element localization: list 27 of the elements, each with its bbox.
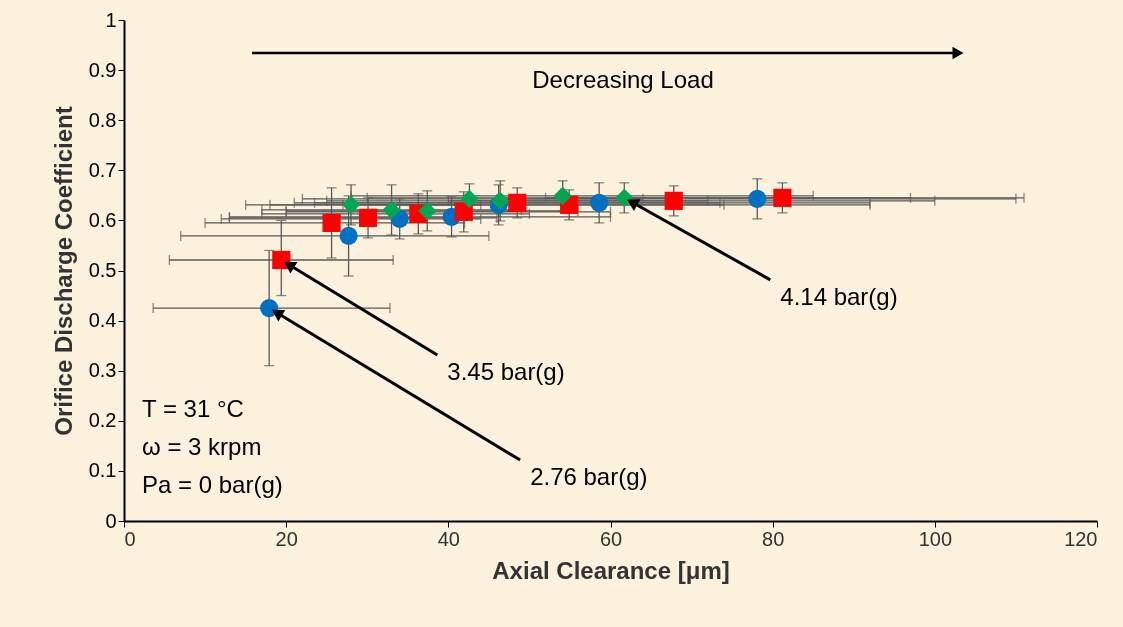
y-axis-title: Orifice Discharge Coefficient (49, 106, 77, 436)
x-tick-label: 20 (275, 527, 298, 550)
annotation: 4.14 bar(g) (780, 282, 898, 310)
x-tick-label: 100 (918, 527, 953, 550)
y-tick-label: 0.6 (88, 208, 117, 231)
y-tick-label: 0.3 (88, 359, 117, 382)
y-tick-label: 0.2 (88, 409, 117, 432)
x-tick-label: 120 (1064, 527, 1098, 550)
y-tick-label: 0.7 (88, 158, 117, 181)
annotation: Pa = 0 bar(g) (142, 471, 283, 498)
x-tick-label: 60 (599, 527, 623, 550)
y-tick-label: 0 (105, 509, 117, 532)
x-tick-label: 40 (437, 527, 460, 550)
annotation: ω = 3 krpm (142, 433, 262, 460)
y-tick-label: 0.5 (88, 259, 117, 281)
annotation: 2.76 bar(g) (530, 463, 648, 491)
annotation: 3.45 bar(g) (447, 357, 565, 385)
x-tick-label: 0 (124, 527, 136, 550)
annotation: T = 31 °C (142, 395, 244, 422)
annotation: Decreasing Load (532, 66, 714, 93)
y-tick-label: 0.1 (88, 459, 117, 482)
y-tick-label: 0.4 (88, 309, 117, 332)
y-tick-label: 1 (105, 8, 117, 31)
y-tick-label: 0.9 (88, 58, 117, 81)
y-tick-label: 0.8 (88, 108, 117, 131)
x-axis-title: Axial Clearance [μm] (492, 556, 730, 584)
x-tick-label: 80 (762, 527, 785, 550)
